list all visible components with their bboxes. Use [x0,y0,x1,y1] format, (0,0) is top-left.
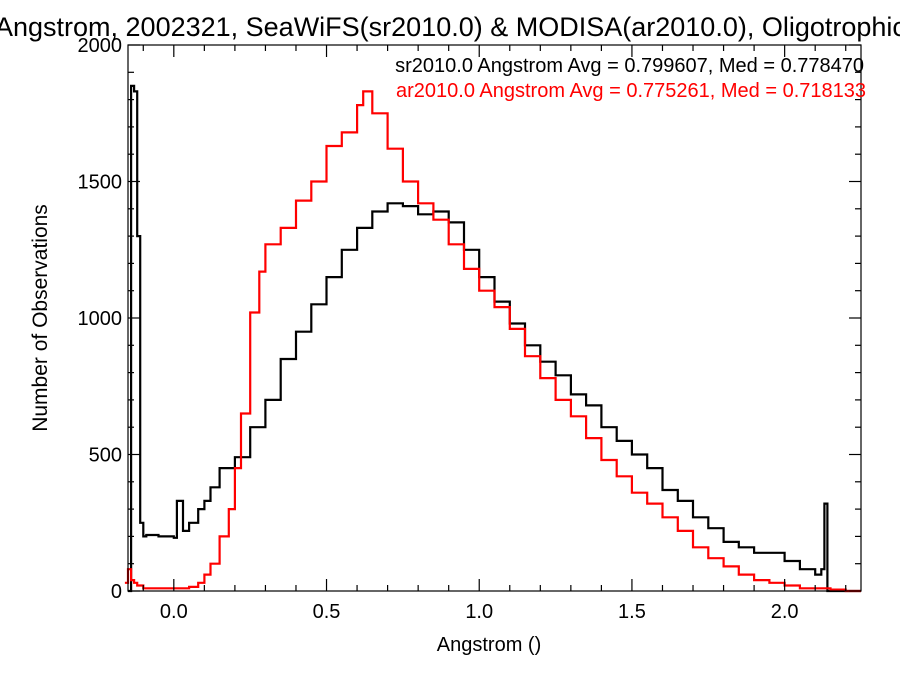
y-axis-label: Number of Observations [29,204,52,432]
y-tick-label: 1000 [78,308,123,330]
series-layer [124,84,861,593]
y-tick-label: 1500 [78,172,123,194]
x-tick-label: 0.0 [160,601,188,623]
x-tick-label: 1.0 [465,601,493,623]
x-axis-label: Angstrom () [437,634,541,656]
legend-annotation-sr: sr2010.0 Angstrom Avg = 0.799607, Med = … [395,55,864,77]
y-tick-label: 0 [111,581,122,603]
legend-annotation-ar: ar2010.0 Angstrom Avg = 0.775261, Med = … [396,80,866,102]
x-tick-label: 1.5 [618,601,646,623]
x-tick-label: 0.5 [313,601,341,623]
y-axis-ticks: 0 500 1000 1500 2000 [78,35,861,603]
x-axis-ticks: 0.0 0.5 1.0 1.5 2.0 [142,45,847,623]
y-tick-label: 2000 [78,35,123,57]
series-line-ar2010-0 [124,90,861,593]
chart-title: Angstrom, 2002321, SeaWiFS(sr2010.0) & M… [0,12,900,42]
x-tick-label: 2.0 [771,601,799,623]
y-tick-label: 500 [89,445,122,467]
